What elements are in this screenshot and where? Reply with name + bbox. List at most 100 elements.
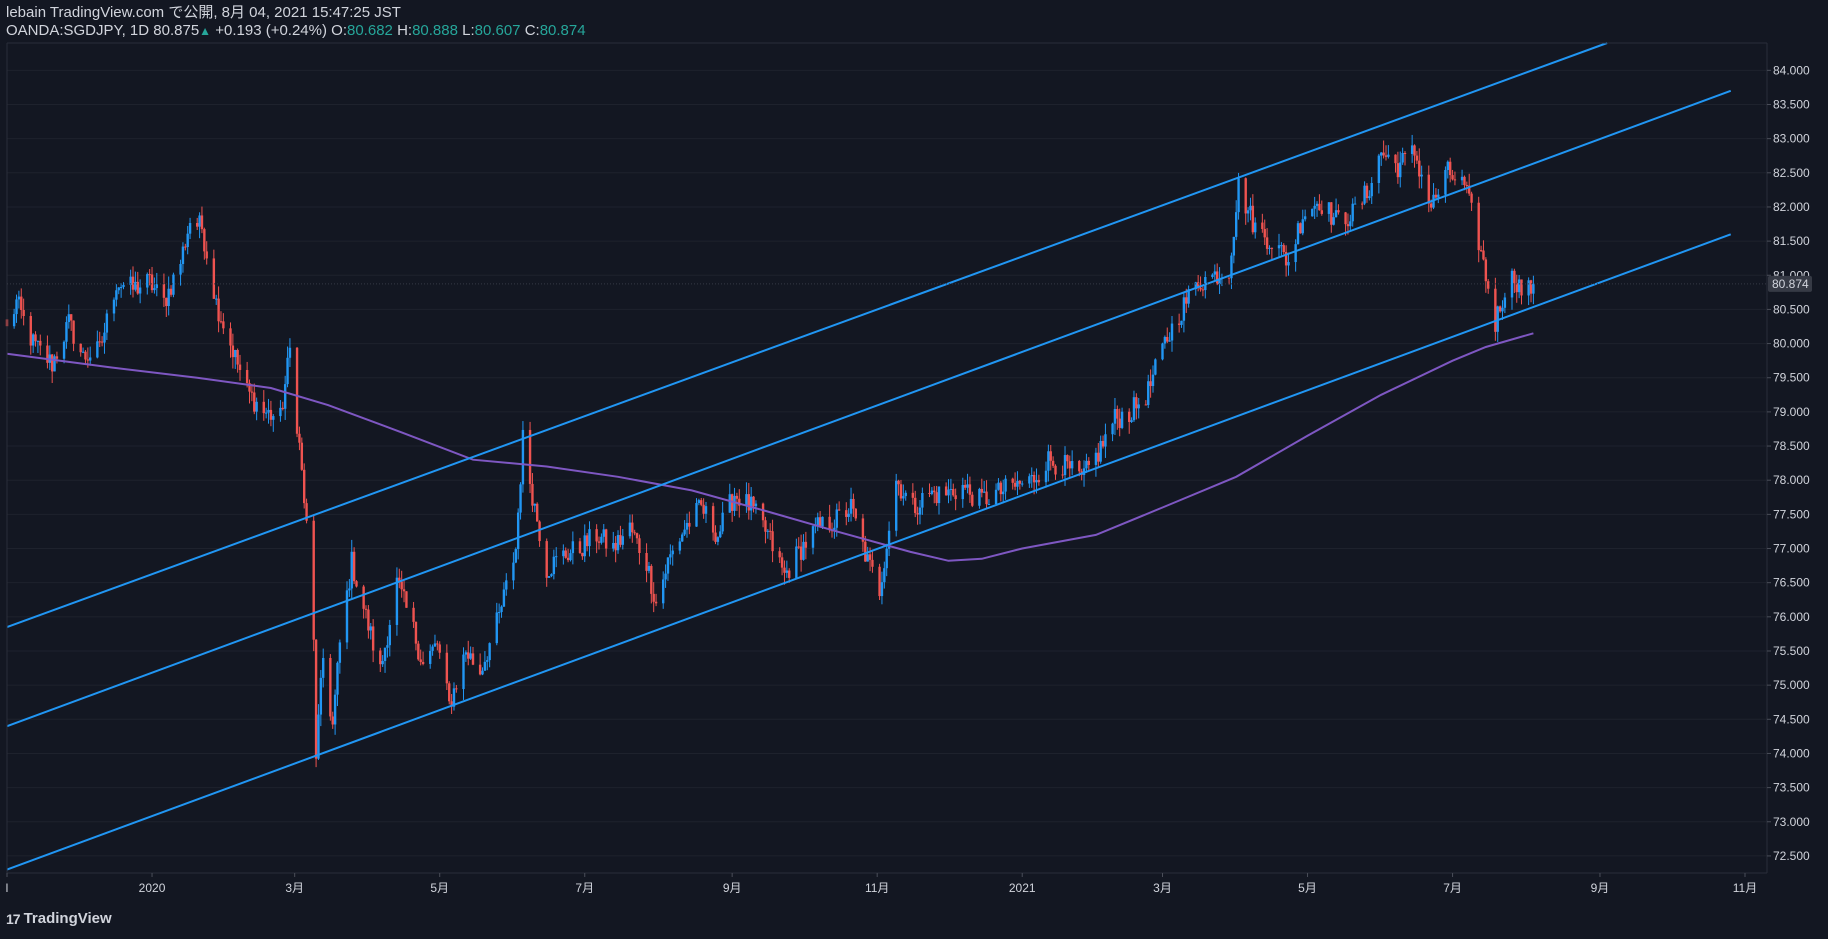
candle bbox=[766, 529, 770, 539]
candle bbox=[1311, 208, 1314, 217]
candle bbox=[1149, 369, 1152, 398]
candle-body bbox=[1299, 223, 1302, 234]
candle-body bbox=[1377, 155, 1381, 184]
y-tick-label: 80.500 bbox=[1773, 302, 1810, 316]
candle bbox=[795, 538, 798, 579]
candle bbox=[928, 483, 931, 498]
candle-body bbox=[39, 340, 42, 346]
candle bbox=[754, 500, 758, 514]
candle-body bbox=[205, 251, 208, 259]
candle bbox=[585, 532, 589, 552]
candle bbox=[533, 503, 537, 513]
candle bbox=[103, 322, 106, 354]
candle-body bbox=[933, 490, 936, 493]
candle bbox=[978, 487, 981, 509]
candle bbox=[569, 549, 572, 562]
candle-body bbox=[345, 590, 349, 643]
candle bbox=[895, 473, 898, 537]
candle-body bbox=[253, 392, 256, 412]
candle bbox=[1494, 277, 1497, 341]
y-tick-label: 83.500 bbox=[1773, 97, 1810, 111]
time-scale[interactable]: l 2020 3月 5月 7月 9月 11月 2021 3月 5月 7月 9月 11月 bbox=[6, 873, 1758, 895]
candle bbox=[1177, 313, 1181, 333]
candle bbox=[669, 544, 672, 565]
candle-body bbox=[1399, 162, 1402, 178]
candle bbox=[1527, 277, 1530, 306]
candle-body bbox=[1327, 202, 1331, 214]
candle-body bbox=[1254, 222, 1257, 233]
candle bbox=[1351, 198, 1354, 227]
candle-body bbox=[735, 495, 739, 499]
candle bbox=[1116, 405, 1119, 430]
candle bbox=[654, 593, 658, 607]
candle-body bbox=[1130, 420, 1133, 422]
candle-body bbox=[628, 522, 632, 537]
candle bbox=[1451, 169, 1454, 181]
candle-body bbox=[36, 340, 40, 342]
candle bbox=[96, 330, 99, 359]
candle bbox=[355, 580, 358, 588]
y-tick-label: 73.000 bbox=[1773, 815, 1810, 829]
candle-body bbox=[336, 662, 339, 695]
candle-body bbox=[362, 586, 365, 609]
candle bbox=[535, 502, 539, 522]
candle bbox=[364, 605, 368, 619]
candle-body bbox=[788, 570, 791, 578]
candle bbox=[1387, 145, 1390, 159]
candle bbox=[250, 383, 254, 402]
candle bbox=[512, 552, 515, 590]
y-tick-label: 82.000 bbox=[1773, 200, 1810, 214]
candle-body bbox=[564, 550, 567, 558]
candle bbox=[462, 647, 465, 700]
candle-body bbox=[1318, 203, 1321, 211]
channel-lines[interactable] bbox=[6, 42, 1732, 871]
candle bbox=[20, 288, 23, 319]
candle-body bbox=[412, 607, 415, 622]
candle-body bbox=[1460, 176, 1464, 181]
candle bbox=[1503, 292, 1507, 314]
candle bbox=[780, 552, 784, 576]
candle bbox=[471, 646, 475, 666]
candle-body bbox=[752, 496, 755, 507]
candle-body bbox=[835, 509, 838, 528]
x-tick-label: 9月 bbox=[1591, 881, 1610, 895]
candle-body bbox=[1465, 185, 1469, 187]
candle bbox=[916, 506, 919, 525]
candle-body bbox=[1237, 178, 1240, 213]
candle-body bbox=[386, 645, 389, 648]
candle bbox=[288, 338, 292, 367]
candle bbox=[22, 298, 25, 326]
candle bbox=[1394, 154, 1397, 173]
candle bbox=[495, 602, 498, 646]
candle bbox=[704, 501, 708, 524]
channel-line-lower bbox=[6, 233, 1732, 871]
candle bbox=[1180, 320, 1183, 328]
x-tick-label: 2021 bbox=[1009, 881, 1036, 895]
low-label: L: bbox=[462, 22, 475, 39]
candle bbox=[1246, 207, 1250, 223]
candle bbox=[188, 217, 192, 240]
candle bbox=[1230, 252, 1233, 290]
candle bbox=[1517, 274, 1521, 299]
candle bbox=[1087, 457, 1090, 471]
candle-body bbox=[1287, 262, 1290, 266]
candle-body bbox=[1035, 480, 1038, 483]
candle bbox=[302, 463, 306, 509]
candle bbox=[845, 502, 848, 526]
candle-body bbox=[398, 577, 401, 582]
candle bbox=[62, 340, 66, 364]
symbol-legend: OANDA:SGDJPY, 1D 80.875▲ +0.193 (+0.24%)… bbox=[6, 22, 586, 40]
candle-body bbox=[761, 503, 765, 521]
candle-body bbox=[100, 341, 104, 343]
candle bbox=[129, 269, 132, 295]
candle-body bbox=[348, 588, 351, 591]
candle-body bbox=[837, 509, 841, 511]
candle-body bbox=[899, 484, 903, 499]
candle bbox=[571, 531, 575, 565]
candle bbox=[581, 552, 584, 560]
price-scale[interactable]: 72.500 73.000 73.500 74.000 74.500 75.000 75.5… bbox=[1767, 63, 1810, 863]
symbol-name[interactable]: OANDA:SGDJPY, 1D bbox=[6, 22, 150, 39]
candle bbox=[1061, 465, 1064, 479]
candle-body bbox=[1097, 452, 1100, 462]
